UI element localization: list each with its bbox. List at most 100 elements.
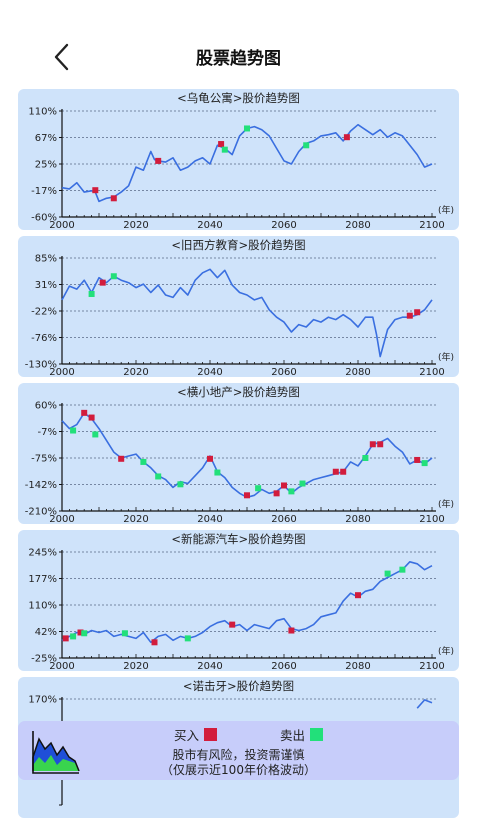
y-tick-label: -210% [25, 507, 57, 518]
x-tick-label: 2100 [419, 661, 444, 671]
buy-marker [151, 639, 158, 646]
chart-title: <横小地产>股价趋势图 [177, 385, 300, 399]
buy-marker [207, 455, 213, 462]
y-tick-label: -25% [31, 654, 57, 665]
stock-chart-card: <乌龟公寓>股价趋势图 110% 67% 25% -17% -60% 2000 2020 204… [18, 89, 459, 230]
price-line [61, 123, 433, 203]
buy-marker [88, 414, 95, 421]
y-tick-label: 60% [35, 401, 57, 412]
y-tick-label: 67% [35, 133, 57, 144]
price-line [416, 699, 433, 709]
buy-marker [81, 409, 88, 416]
x-tick-label: 2000 [49, 367, 74, 377]
chart-title: <乌龟公寓>股价趋势图 [177, 91, 300, 105]
buy-marker [118, 455, 125, 462]
sell-marker [384, 570, 391, 577]
y-tick-label: -76% [31, 333, 57, 344]
sell-swatch [310, 728, 324, 741]
sell-marker [177, 481, 184, 488]
stock-line-chart: <旧西方教育>股价趋势图 85% 31% -22% -76% -130%2000 2020 2… [25, 238, 454, 377]
sell-marker [88, 290, 95, 297]
y-tick-label: 85% [35, 254, 57, 265]
back-arrow-icon[interactable] [48, 40, 78, 74]
chart-title: <新能源汽车>股价趋势图 [171, 532, 305, 546]
x-tick-label: 2020 [123, 367, 148, 377]
sell-marker [362, 455, 369, 461]
sell-marker [299, 480, 306, 487]
stock-chart-card: <旧西方教育>股价趋势图 85% 31% -22% -76% -130% 2000 2020 2… [18, 236, 459, 377]
sell-marker [92, 431, 99, 438]
x-tick-label: 2080 [345, 661, 370, 671]
x-tick-label: 2100 [419, 514, 444, 524]
y-tick-label: -17% [31, 186, 57, 197]
y-tick-label: 25% [35, 160, 57, 171]
sell-marker [255, 485, 262, 492]
y-tick-label: 170% [28, 695, 57, 706]
area-chart-icon [32, 731, 80, 774]
x-unit-label: (年) [438, 645, 454, 657]
sell-marker [140, 458, 147, 465]
stock-line-chart: <诺击牙>股价趋势图 170% [28, 679, 436, 806]
buy-marker [155, 157, 162, 164]
x-tick-label: 2020 [123, 514, 148, 524]
sell-marker [221, 146, 228, 153]
buy-legend-label: 买入 [174, 728, 200, 743]
x-tick-label: 2040 [197, 661, 222, 671]
x-tick-label: 2080 [345, 220, 370, 230]
buy-marker [99, 279, 106, 286]
y-tick-label: -75% [31, 454, 57, 465]
x-tick-label: 2060 [271, 661, 296, 671]
y-tick-label: 177% [28, 574, 57, 585]
chart-title: <诺击牙>股价趋势图 [183, 679, 294, 693]
y-tick-label: 110% [28, 601, 57, 612]
history-range-note: （仅展示近100年价格波动） [161, 763, 316, 777]
risk-warning-text: 股市有风险，投资需谨慎 [172, 748, 305, 762]
buy-marker [229, 621, 236, 628]
x-tick-label: 2040 [197, 514, 222, 524]
y-tick-label: 110% [28, 107, 57, 118]
buy-marker [218, 141, 225, 148]
stock-line-chart: <乌龟公寓>股价趋势图 110% 67% 25% -17% -60%2000 2020 204… [28, 91, 454, 230]
x-tick-label: 2080 [345, 367, 370, 377]
stock-line-chart: <横小地产>股价趋势图 60% -7% -75% -142% -210%2000 2020 2… [25, 385, 454, 524]
stock-chart-card: <新能源汽车>股价趋势图 245% 177% 110% 42% -25% 2000 2020 2… [18, 530, 459, 671]
sell-marker [184, 635, 191, 642]
buy-marker [281, 482, 287, 489]
buy-marker [92, 187, 99, 194]
sell-marker [81, 630, 88, 637]
y-tick-label: 42% [35, 627, 57, 638]
buy-marker [288, 627, 295, 634]
x-unit-label: (年) [438, 204, 454, 216]
y-tick-label: -60% [31, 213, 57, 224]
sell-marker [303, 142, 310, 149]
sell-marker [110, 273, 117, 280]
price-line [61, 560, 433, 644]
x-tick-label: 2060 [271, 220, 296, 230]
header-bar: 股票趋势图 [0, 0, 477, 88]
buy-marker [244, 492, 250, 499]
chart-title: <旧西方教育>股价趋势图 [171, 238, 305, 252]
sell-marker [288, 488, 295, 495]
sell-marker [155, 473, 162, 480]
sell-marker [214, 469, 221, 476]
buy-legend-item: 买入 [174, 725, 218, 744]
risk-disclaimer: 股市有风险，投资需谨慎 （仅展示近100年价格波动） [18, 748, 459, 778]
y-tick-label: 245% [28, 548, 57, 559]
x-tick-label: 2040 [197, 367, 222, 377]
sell-marker [121, 630, 128, 637]
y-tick-label: -142% [25, 480, 57, 491]
x-tick-label: 2040 [197, 220, 222, 230]
sell-legend-label: 卖出 [280, 728, 306, 743]
buy-marker [340, 468, 347, 475]
buy-marker [343, 134, 350, 141]
buy-marker [377, 441, 384, 448]
sell-marker [399, 566, 406, 573]
x-tick-label: 2100 [419, 367, 444, 377]
x-unit-label: (年) [438, 351, 454, 363]
stock-chart-card: <横小地产>股价趋势图 60% -7% -75% -142% -210% 2000 2020 2… [18, 383, 459, 524]
buy-marker [110, 195, 117, 202]
buy-marker [414, 309, 421, 316]
buy-marker [332, 468, 339, 475]
y-tick-label: -7% [38, 427, 57, 438]
x-tick-label: 2060 [271, 514, 296, 524]
